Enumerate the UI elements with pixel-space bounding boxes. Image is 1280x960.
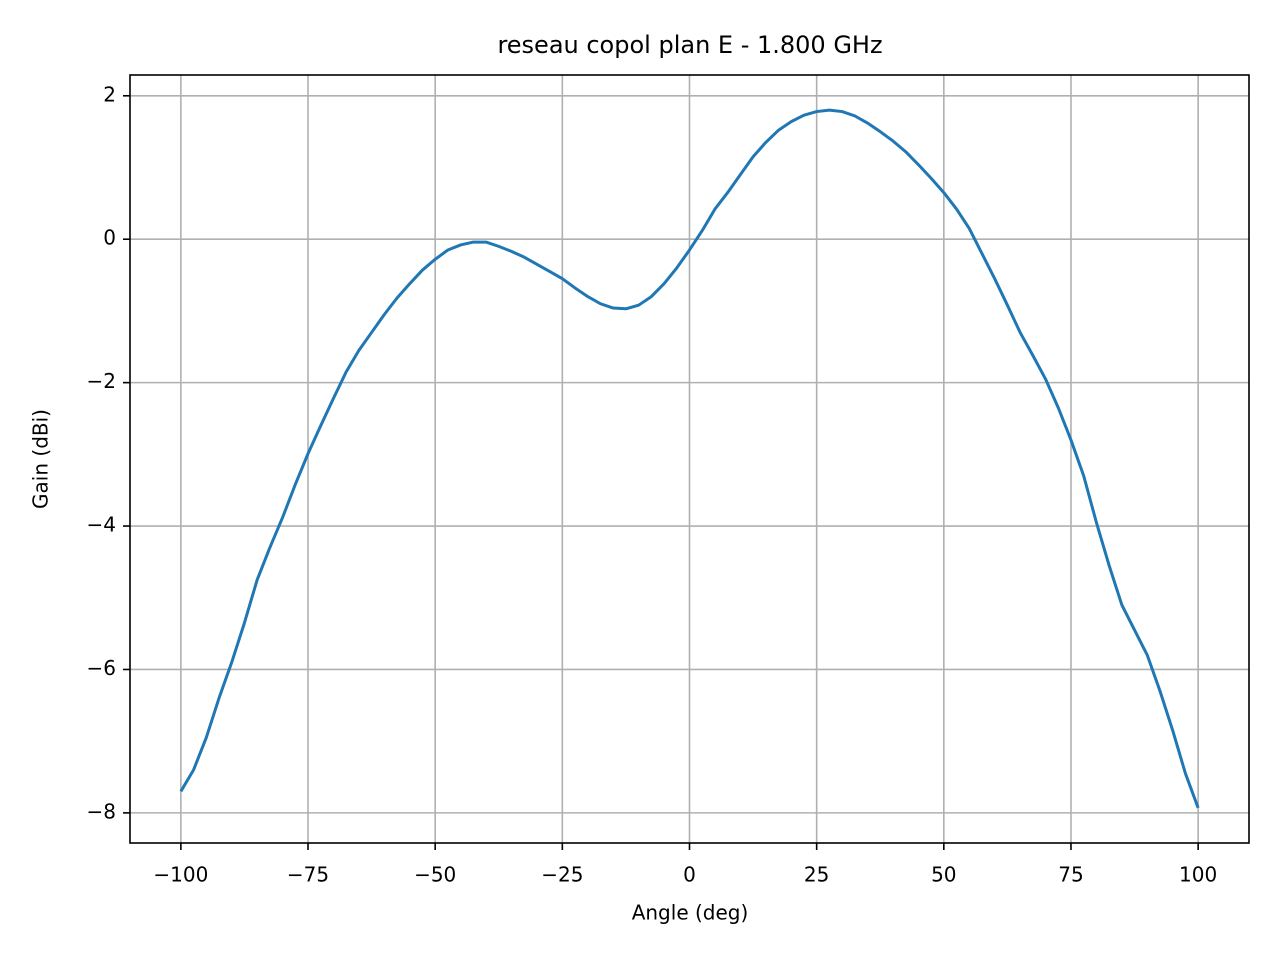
y-tick-label: −4 [87,513,116,537]
x-tick-label: −100 [153,863,208,887]
chart-title: reseau copol plan E - 1.800 GHz [497,31,882,59]
data-line [179,108,1200,809]
plot-frame [129,74,1250,844]
y-tick-label: −8 [87,799,116,823]
x-tick-label: 75 [1058,863,1083,887]
x-tick-label: −50 [414,863,456,887]
x-tick-label: −75 [287,863,329,887]
x-tick-label: 100 [1179,863,1217,887]
y-axis-label: Gain (dBi) [29,409,53,509]
x-tick-label: 50 [931,863,956,887]
x-axis-label: Angle (deg) [632,901,749,925]
y-tick-label: 0 [103,226,116,250]
x-tick-label: 0 [683,863,696,887]
y-tick-label: 2 [103,82,116,106]
x-tick-label: 25 [804,863,829,887]
y-tick-label: −2 [87,369,116,393]
y-tick-label: −6 [87,656,116,680]
x-tick-label: −25 [541,863,583,887]
